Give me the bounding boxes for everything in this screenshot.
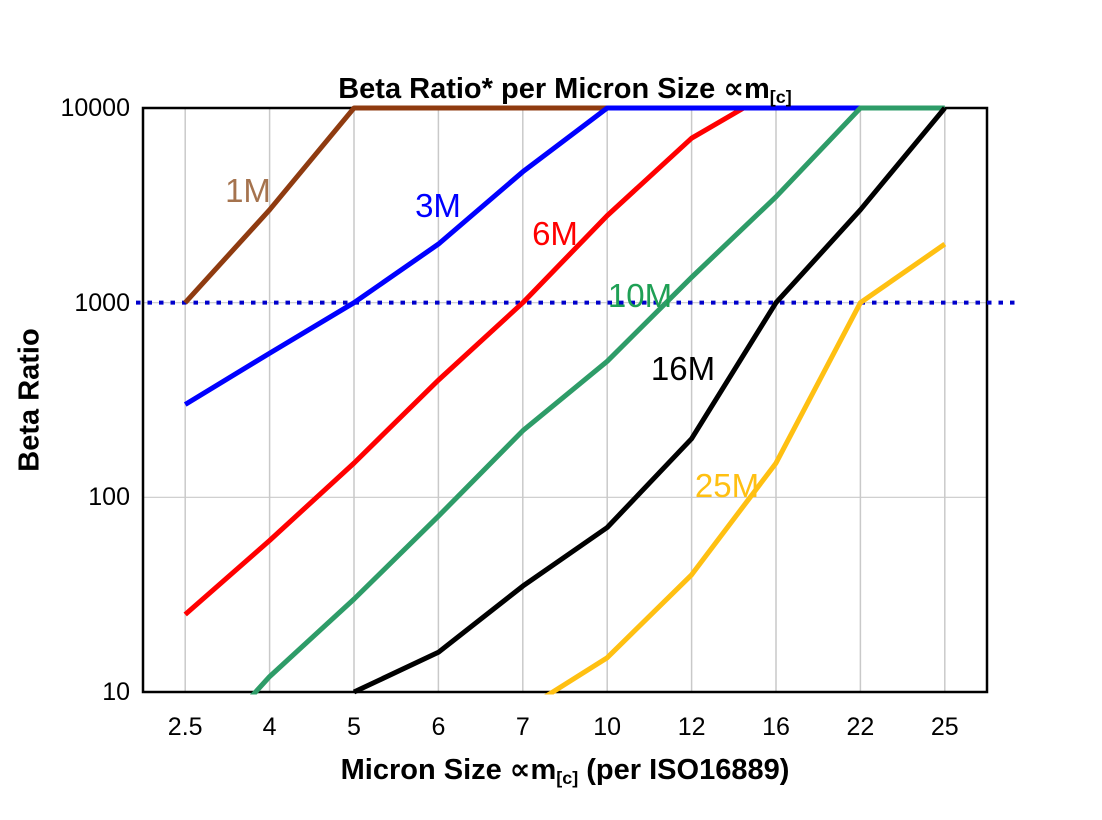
x-tick-label-2.5: 2.5 xyxy=(167,713,203,741)
chart-title: Beta Ratio* per Micron Size ∝m[c] xyxy=(143,71,987,108)
y-tick-label-10000: 10000 xyxy=(60,94,130,122)
series-label-1M: 1M xyxy=(225,172,271,209)
x-axis-title-subscript: [c] xyxy=(556,768,579,789)
series-line-10M xyxy=(249,105,945,695)
x-tick-label-16: 16 xyxy=(762,713,790,741)
x-axis-title-suffix: (per ISO16889) xyxy=(578,754,790,786)
y-tick-label-1000: 1000 xyxy=(74,288,130,317)
x-tick-label-10: 10 xyxy=(593,713,622,741)
series-line-3M xyxy=(183,105,861,407)
x-tick-label-22: 22 xyxy=(846,713,875,741)
series-line-6M xyxy=(183,105,753,617)
series-label-16M: 16M xyxy=(650,350,716,387)
x-tick-label-5: 5 xyxy=(347,713,361,741)
x-tick-label-12: 12 xyxy=(677,713,706,741)
series-label-10M: 10M xyxy=(607,277,673,314)
x-tick-label-6: 6 xyxy=(431,713,446,741)
x-tick-label-25: 25 xyxy=(930,713,959,741)
y-axis-title: Beta Ratio xyxy=(13,328,46,472)
y-tick-label-100: 100 xyxy=(88,483,130,512)
x-axis-title: Micron Size ∝m[c] (per ISO16889) xyxy=(143,752,987,789)
series-label-6M: 6M xyxy=(532,215,578,252)
chart-title-subscript: [c] xyxy=(769,87,792,108)
series-line-25M xyxy=(544,242,947,695)
chart-title-text: Beta Ratio* per Micron Size ∝m xyxy=(338,73,770,105)
x-tick-label-4: 4 xyxy=(262,713,277,741)
series-label-25M: 25M xyxy=(694,467,760,504)
series-line-1M xyxy=(183,105,608,305)
series-line-16M xyxy=(352,106,947,695)
x-axis-title-text: Micron Size ∝m xyxy=(340,754,557,786)
series-label-3M: 3M xyxy=(415,187,461,224)
x-tick-label-7: 7 xyxy=(515,713,530,741)
y-tick-label-10: 10 xyxy=(102,678,130,706)
